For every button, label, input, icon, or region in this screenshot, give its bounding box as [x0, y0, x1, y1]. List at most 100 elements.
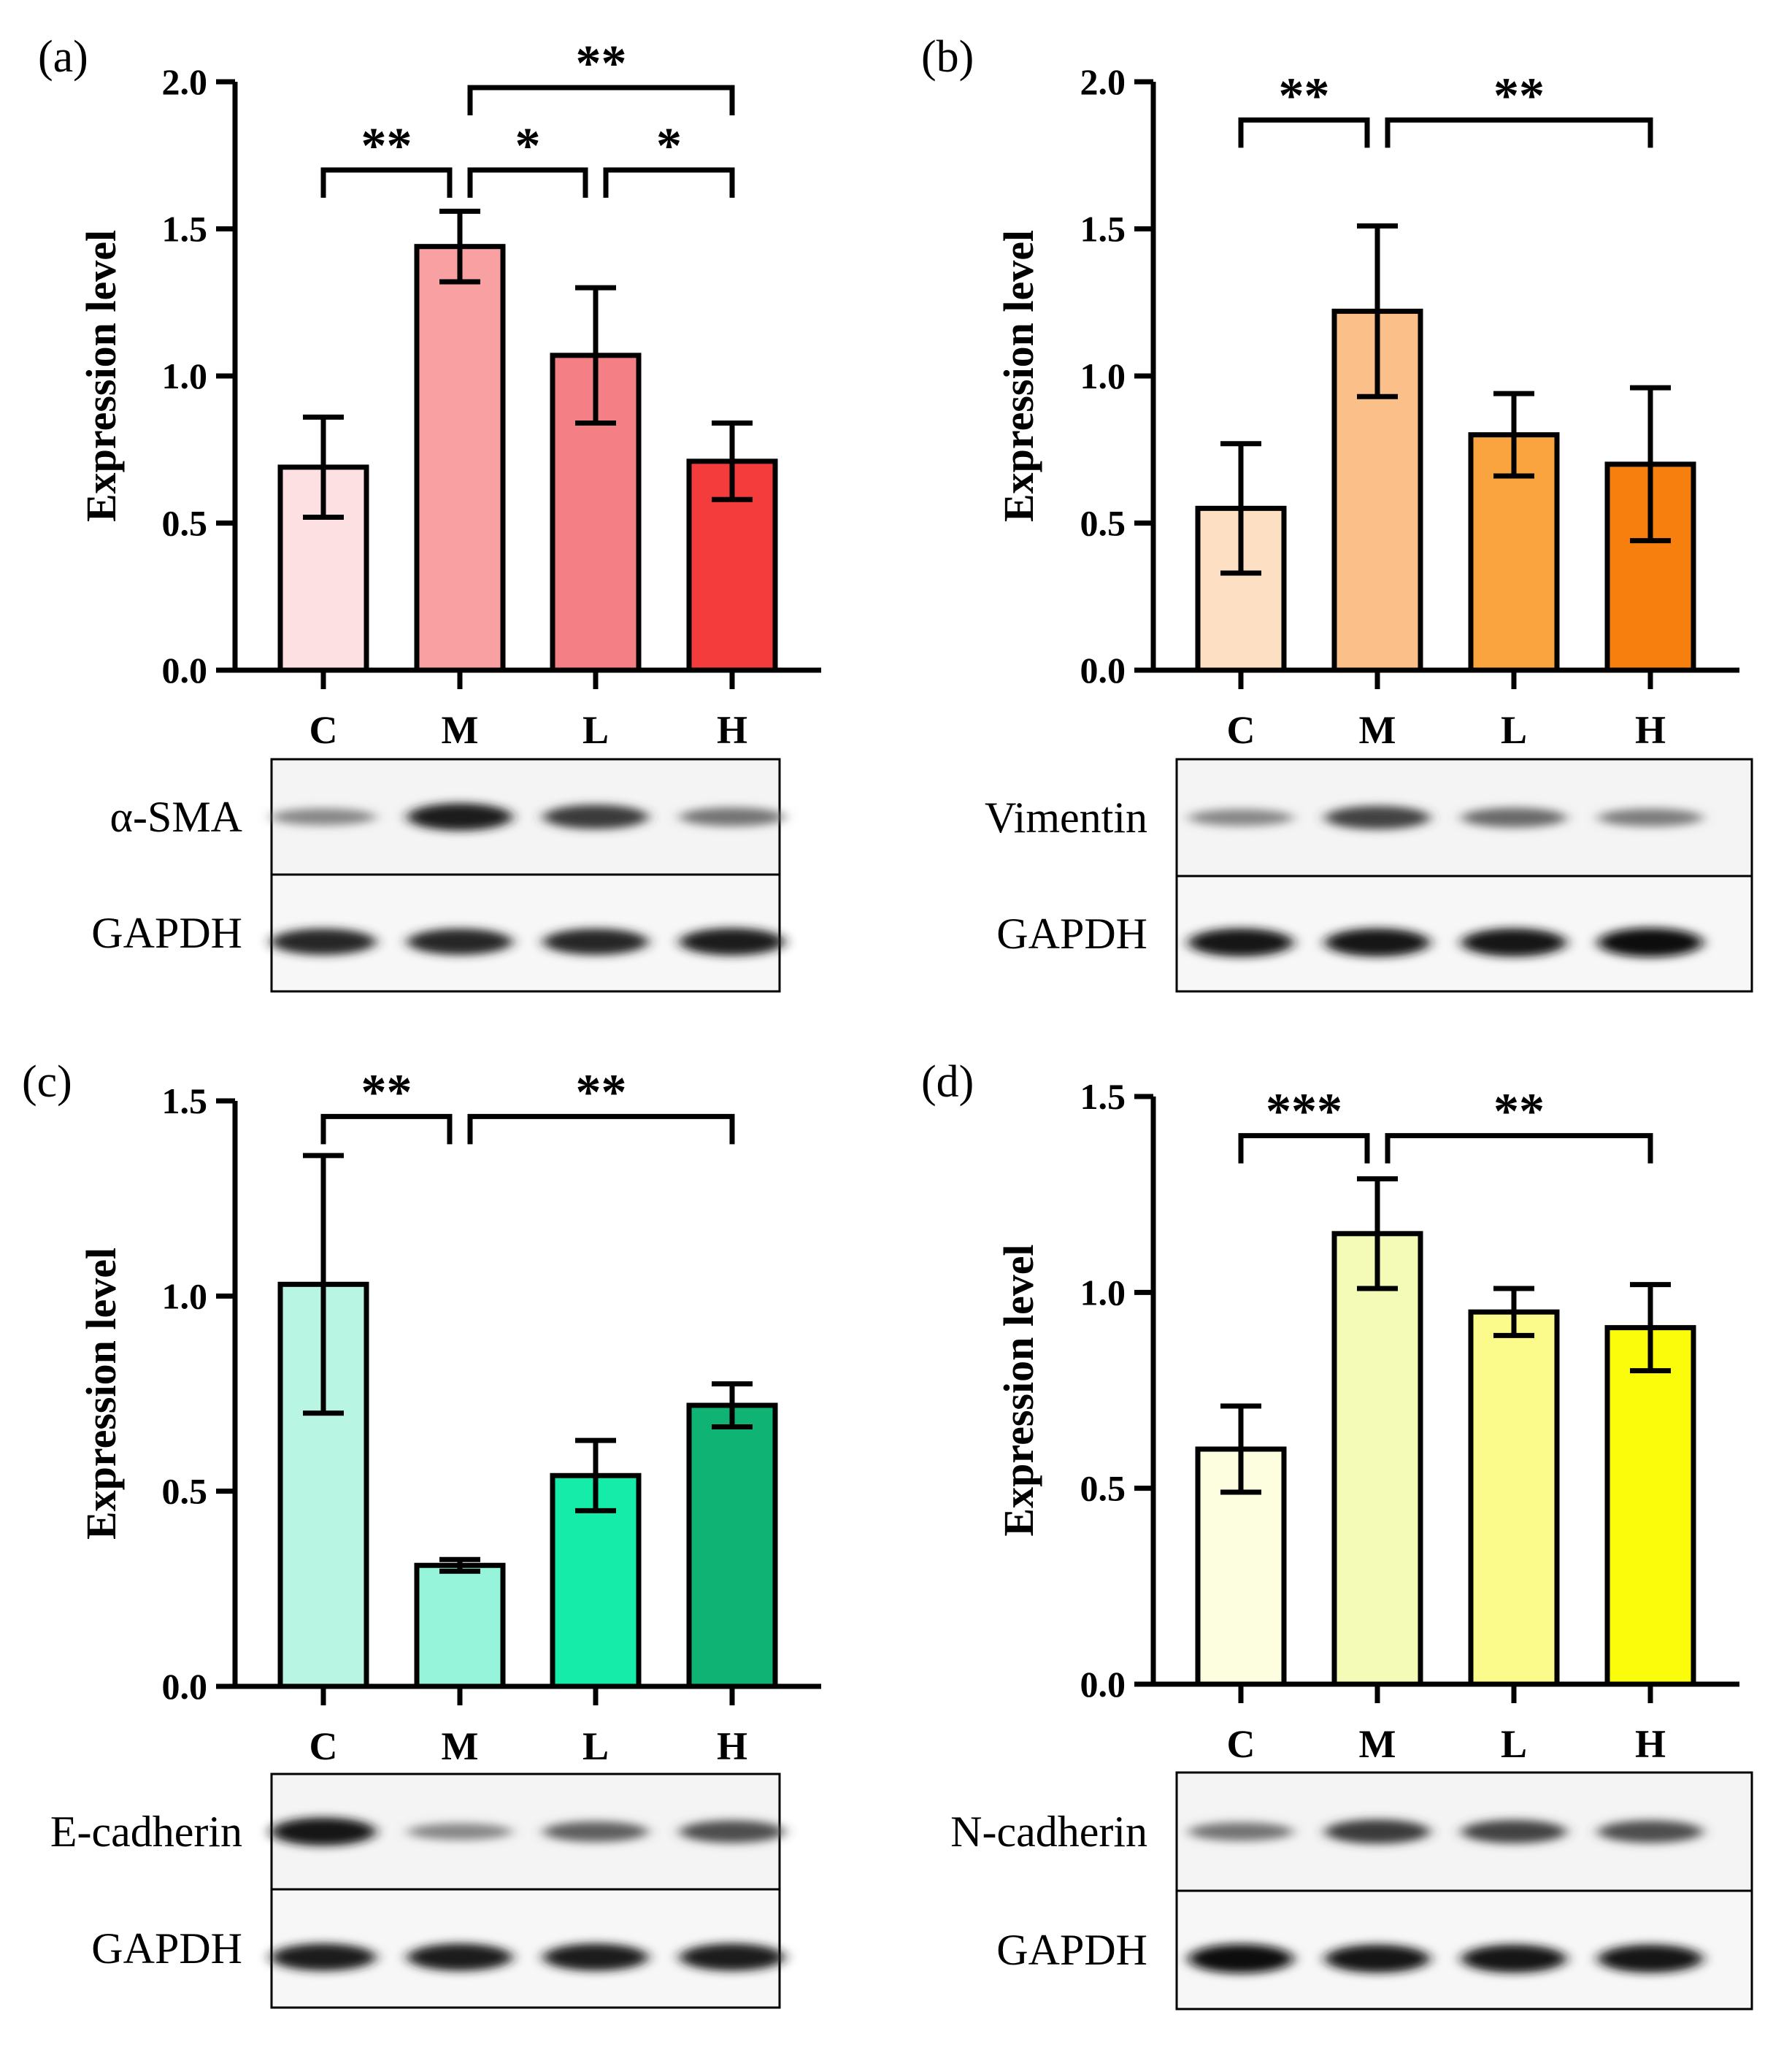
blot-α-SMA: α-SMA: [110, 758, 785, 876]
y-tick-label: 1.0: [162, 356, 208, 396]
blot-band-M: [407, 1943, 512, 1971]
blot-band-M: [1325, 928, 1430, 957]
category-label-C: C: [309, 708, 338, 752]
y-tick-label: 0.0: [1080, 1664, 1126, 1705]
blot-band-M: [1325, 1819, 1430, 1844]
blot-label: α-SMA: [110, 793, 242, 841]
blot-band-L: [543, 1821, 648, 1843]
blot-band-L: [1461, 1819, 1566, 1844]
significance-bracket: [603, 167, 735, 198]
y-tick-label: 1.5: [162, 209, 208, 250]
y-tick-label: 0.5: [1080, 503, 1126, 544]
blot-label: GAPDH: [91, 1924, 242, 1973]
category-label-H: H: [717, 1724, 747, 1768]
blot-band-H: [1598, 928, 1703, 957]
category-label-C: C: [309, 1724, 338, 1768]
blot-band-H: [1598, 808, 1703, 827]
significance-stars: **: [1279, 68, 1330, 124]
blot-GAPDH: GAPDH: [91, 873, 785, 993]
significance-bracket: [320, 167, 453, 198]
blot-band-L: [1461, 1944, 1566, 1973]
y-tick-label: 0.5: [1080, 1468, 1126, 1509]
category-label-H: H: [717, 708, 747, 752]
blot-E-cadherin: E-cadherin: [50, 1773, 785, 1891]
y-axis-label: Expression level: [77, 230, 125, 522]
significance-bracket: [1238, 117, 1370, 148]
category-label-H: H: [1635, 1722, 1666, 1766]
blot-band-H: [680, 1820, 785, 1843]
blot-label: GAPDH: [91, 909, 242, 957]
y-tick-label: 0.0: [162, 1666, 208, 1707]
bar-H: [686, 1402, 778, 1689]
blot-band-C: [271, 808, 376, 826]
blot-band-C: [1188, 1944, 1293, 1973]
significance-stars: **: [576, 36, 627, 92]
blot-label: GAPDH: [996, 1926, 1147, 1974]
blot-band-C: [271, 1817, 376, 1846]
significance-bracket: [467, 85, 735, 116]
blot-band-L: [543, 804, 648, 829]
blot-band-C: [271, 928, 376, 956]
significance-stars: *: [515, 118, 541, 174]
category-label-L: L: [582, 708, 609, 752]
significance-stars: *: [656, 118, 682, 174]
category-label-C: C: [1227, 708, 1255, 752]
y-axis-label: Expression level: [995, 1244, 1042, 1536]
blot-label: E-cadherin: [50, 1808, 242, 1856]
panel-c: (c) 0.0 0.5 1.0 1.5 Expression level C M L H ** ** E…: [22, 1057, 821, 2009]
blot-band-L: [1461, 807, 1566, 828]
bar-M: [414, 1562, 506, 1689]
significance-bracket: [1385, 1133, 1653, 1164]
significance-bracket: [1238, 1133, 1370, 1164]
significance-stars: **: [1493, 68, 1545, 124]
category-label-M: M: [1359, 708, 1396, 752]
y-tick-label: 0.5: [162, 1471, 208, 1512]
significance-stars: **: [361, 118, 412, 174]
y-axis-label: Expression level: [995, 230, 1042, 522]
blot-band-H: [680, 928, 785, 956]
y-tick-label: 1.0: [1080, 356, 1126, 396]
category-label-M: M: [442, 1724, 479, 1768]
category-label-M: M: [442, 708, 479, 752]
bar-L: [1468, 1309, 1560, 1687]
y-tick-label: 1.0: [1080, 1272, 1126, 1313]
y-tick-label: 1.5: [1080, 1076, 1126, 1117]
significance-stars: **: [361, 1064, 412, 1121]
blot-label: Vimentin: [985, 794, 1147, 842]
blot-band-H: [1598, 1944, 1703, 1973]
blot-band-L: [543, 1943, 648, 1971]
bar-M: [1331, 1231, 1423, 1687]
blot-band-M: [1325, 805, 1430, 830]
y-tick-label: 1.0: [162, 1275, 208, 1316]
y-tick-label: 1.5: [162, 1080, 208, 1121]
significance-bracket: [467, 1113, 735, 1145]
panel-label: (c): [22, 1057, 72, 1107]
category-label-C: C: [1227, 1722, 1255, 1766]
significance-bracket: [320, 1113, 453, 1145]
blot-band-C: [1188, 928, 1293, 957]
blot-band-M: [1325, 1944, 1430, 1973]
blot-Vimentin: Vimentin: [985, 758, 1753, 877]
y-axis-label: Expression level: [77, 1248, 125, 1540]
y-tick-label: 0.0: [162, 650, 208, 691]
y-tick-label: 2.0: [162, 61, 208, 102]
blot-band-L: [1461, 928, 1566, 957]
blot-label: N-cadherin: [950, 1808, 1147, 1856]
blot-band-H: [1598, 1820, 1703, 1843]
blot-label: GAPDH: [996, 910, 1147, 958]
category-label-M: M: [1359, 1722, 1396, 1766]
y-tick-label: 0.5: [162, 503, 208, 544]
panel-label: (a): [38, 32, 88, 82]
blot-band-H: [680, 1943, 785, 1971]
panel-label: (d): [921, 1057, 974, 1107]
bar-H: [1604, 1325, 1696, 1687]
blot-band-M: [407, 1823, 512, 1840]
blot-GAPDH: GAPDH: [91, 1888, 785, 2009]
category-label-H: H: [1635, 708, 1666, 752]
panel-label: (b): [921, 32, 974, 82]
blot-band-C: [1188, 809, 1293, 826]
panel-b: (b) 0.0 0.5 1.0 1.5 2.0 Expression level C M L H **…: [921, 32, 1753, 993]
blot-N-cadherin: N-cadherin: [950, 1771, 1753, 1892]
